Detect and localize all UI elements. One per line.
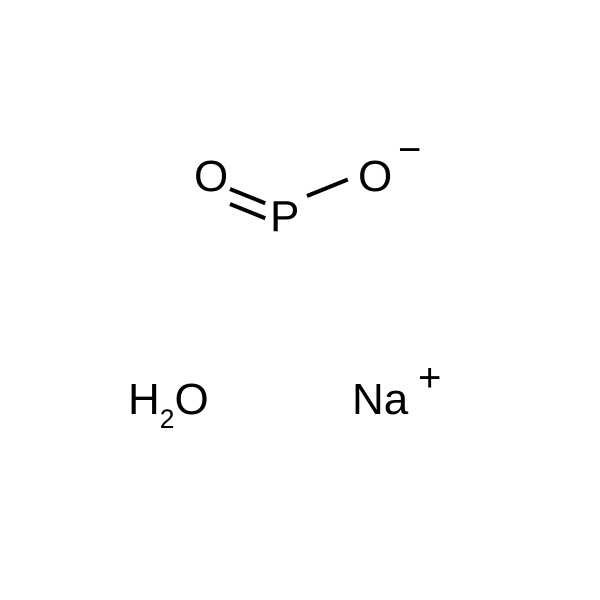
bond-p-oleft-double-1 [229, 187, 266, 205]
bond-p-oright-single [306, 178, 348, 198]
chemical-structure-canvas: O P O H2O Na − + [0, 0, 600, 600]
atom-sodium: Na [352, 378, 408, 422]
molecule-water: H2O [128, 378, 209, 428]
atom-phosphorus: P [270, 195, 299, 239]
atom-oxygen-left: O [194, 155, 228, 199]
bond-p-oleft-double-2 [229, 202, 266, 220]
charge-sodium-plus: + [418, 358, 441, 398]
charge-oxygen-minus: − [398, 130, 421, 170]
atom-oxygen-right: O [358, 155, 392, 199]
